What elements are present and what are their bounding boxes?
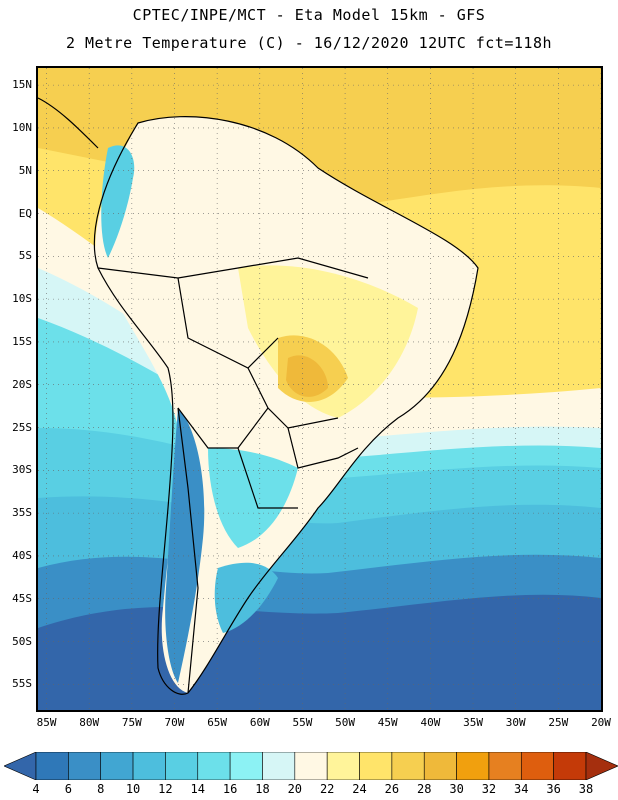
legend-swatch [456, 752, 490, 780]
legend-level-label: 18 [255, 782, 270, 796]
legend-level-label: 22 [319, 782, 335, 796]
legend-swatch [100, 752, 134, 780]
legend-level-label: 24 [352, 782, 367, 796]
lat-label: 50S [12, 634, 32, 648]
map-subtitle: 2 Metre Temperature (C) - 16/12/2020 12U… [65, 34, 553, 52]
legend-level-label: 6 [64, 782, 72, 796]
temperature-field [38, 68, 601, 710]
lat-label: 35S [12, 506, 32, 520]
lon-label: 55W [292, 716, 313, 729]
lat-label: 10N [12, 120, 32, 134]
lat-lon-grid [38, 68, 601, 710]
legend-level-label: 14 [190, 782, 205, 796]
country-borders [38, 97, 479, 695]
legend-swatch [391, 752, 425, 780]
legend-level-label: 26 [384, 782, 400, 796]
legend-swatch [423, 752, 457, 780]
legend-level-label: 28 [417, 782, 432, 796]
lon-label: 40W [420, 716, 441, 729]
lon-label: 20W [591, 716, 611, 729]
legend-swatch [229, 752, 263, 780]
lon-label: 70W [164, 716, 185, 729]
legend-swatch [35, 752, 69, 780]
lat-label: 5N [18, 163, 32, 177]
lon-label: 50W [335, 716, 356, 729]
lat-label: 55S [12, 677, 32, 691]
lon-label: 35W [463, 716, 483, 729]
legend-high-arrow [585, 752, 618, 780]
legend-swatch [68, 752, 102, 780]
lon-label: 45W [377, 716, 398, 729]
lon-label: 75W [121, 716, 142, 729]
lon-label: 60W [249, 716, 270, 729]
map-canvas [38, 68, 601, 710]
lat-label: 25S [12, 420, 32, 434]
legend-level-label: 4 [32, 782, 40, 796]
legend-level-label: 8 [97, 782, 105, 796]
legend-swatch [197, 752, 231, 780]
lat-label: 20S [12, 377, 32, 391]
legend-level-label: 20 [287, 782, 303, 796]
lat-label: 15S [12, 334, 32, 348]
lon-label: 30W [505, 716, 526, 729]
lon-label: 65W [207, 716, 228, 729]
legend-swatch [262, 752, 296, 780]
legend-level-label: 34 [514, 782, 529, 796]
lat-label: EQ [18, 206, 32, 220]
legend-swatch [165, 752, 199, 780]
legend-level-label: 30 [449, 782, 464, 796]
lon-label: 80W [79, 716, 100, 729]
lat-label: 5S [18, 249, 32, 263]
legend-swatch [553, 752, 587, 780]
lat-label: 10S [12, 292, 32, 306]
lon-label: 85W [36, 716, 57, 729]
legend-swatch [294, 752, 328, 780]
lat-label: 30S [12, 463, 32, 477]
legend-level-label: 36 [546, 782, 561, 796]
lat-label: 45S [12, 591, 32, 605]
legend-swatch [132, 752, 166, 780]
lat-label: 40S [12, 548, 32, 562]
map-title: CPTEC/INPE/MCT - Eta Model 15km - GFS [132, 6, 486, 24]
legend-level-label: 38 [578, 782, 594, 796]
legend-low-arrow [4, 752, 37, 780]
legend-swatch [326, 752, 360, 780]
temperature-map [36, 66, 603, 712]
legend-level-label: 10 [125, 782, 141, 796]
legend-swatch [520, 752, 554, 780]
lon-label: 25W [548, 716, 569, 729]
legend-swatch [488, 752, 522, 780]
legend-swatch [359, 752, 393, 780]
legend-level-label: 16 [222, 782, 238, 796]
legend-level-label: 12 [158, 782, 173, 796]
color-legend [4, 752, 618, 780]
legend-level-label: 32 [481, 782, 497, 796]
lat-label: 15N [12, 78, 32, 92]
